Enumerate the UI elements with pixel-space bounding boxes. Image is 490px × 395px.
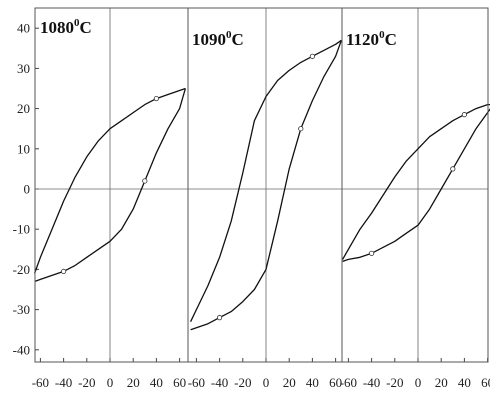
lower-branch-line [342,108,490,263]
data-point [142,178,148,184]
x-tick-label: 20 [127,375,140,390]
data-point [298,126,304,132]
lower-branch-line [34,88,187,283]
x-tick-label: -20 [386,375,403,390]
lower-branch-line [190,40,343,331]
y-tick-label: -10 [13,222,30,237]
data-point [309,53,315,59]
y-tick-label: 40 [17,21,30,36]
plot-frame [34,7,489,363]
panel-title-sup: 0 [74,17,80,29]
panel-title: 10900C [192,29,244,49]
panel-title: 11200C [346,29,397,49]
data-point [450,166,456,172]
x-tick-label: -40 [55,375,72,390]
panel-1080: 10800C -60 -40 -20 0 20 40 60 [32,8,188,390]
panel-title-main: 1120 [346,30,379,49]
x-tick-label: -60 [32,375,49,390]
x-tick-label: 0 [263,375,270,390]
y-tick-label: -20 [13,262,30,277]
y-tick-label: -30 [13,302,30,317]
x-tick-label: 0 [415,375,422,390]
panel-title: 10800C [40,17,92,37]
data-point [368,250,375,256]
panel-title-main: 1090 [192,30,226,49]
panel-title-main: 1080 [40,18,74,37]
y-tick-label: 30 [17,61,30,76]
x-tick-label: 60 [329,375,342,390]
x-tick-label: 0 [107,375,114,390]
panel-title-unit: C [232,30,244,49]
x-tick-label: -60 [340,375,357,390]
x-tick-label: -20 [234,375,251,390]
x-tick-label: 20 [435,375,448,390]
x-tick-label: -40 [363,375,380,390]
data-point [217,315,223,321]
upper-branch-line [190,39,342,322]
x-tick-label: 60 [481,375,490,390]
y-tick-label: 0 [24,182,31,197]
upper-branch-line [33,87,186,274]
y-tick-label: 10 [17,141,30,156]
x-tick-label: 40 [458,375,471,390]
y-axis: 40 30 20 10 0 -10 -20 -30 -40 [13,21,39,357]
data-point [60,268,67,275]
y-tick-label: -40 [13,342,30,357]
data-point [153,95,159,102]
panel-title-sup: 0 [226,29,232,41]
panel-title-sup: 0 [379,29,385,41]
panel-title-unit: C [385,30,397,49]
panel-1090: 10900C -60 -40 -20 0 20 40 60 [187,8,343,390]
x-tick-label: -40 [211,375,228,390]
x-tick-label: -20 [78,375,95,390]
y-tick-label: 20 [17,101,30,116]
x-tick-label: 40 [150,375,163,390]
upper-branch-line [342,103,490,260]
panel-title-unit: C [80,18,92,37]
data-point [461,112,467,118]
x-tick-label: 20 [283,375,296,390]
x-tick-label: 40 [306,375,319,390]
x-tick-label: 60 [173,375,186,390]
x-tick-label: -60 [188,375,205,390]
